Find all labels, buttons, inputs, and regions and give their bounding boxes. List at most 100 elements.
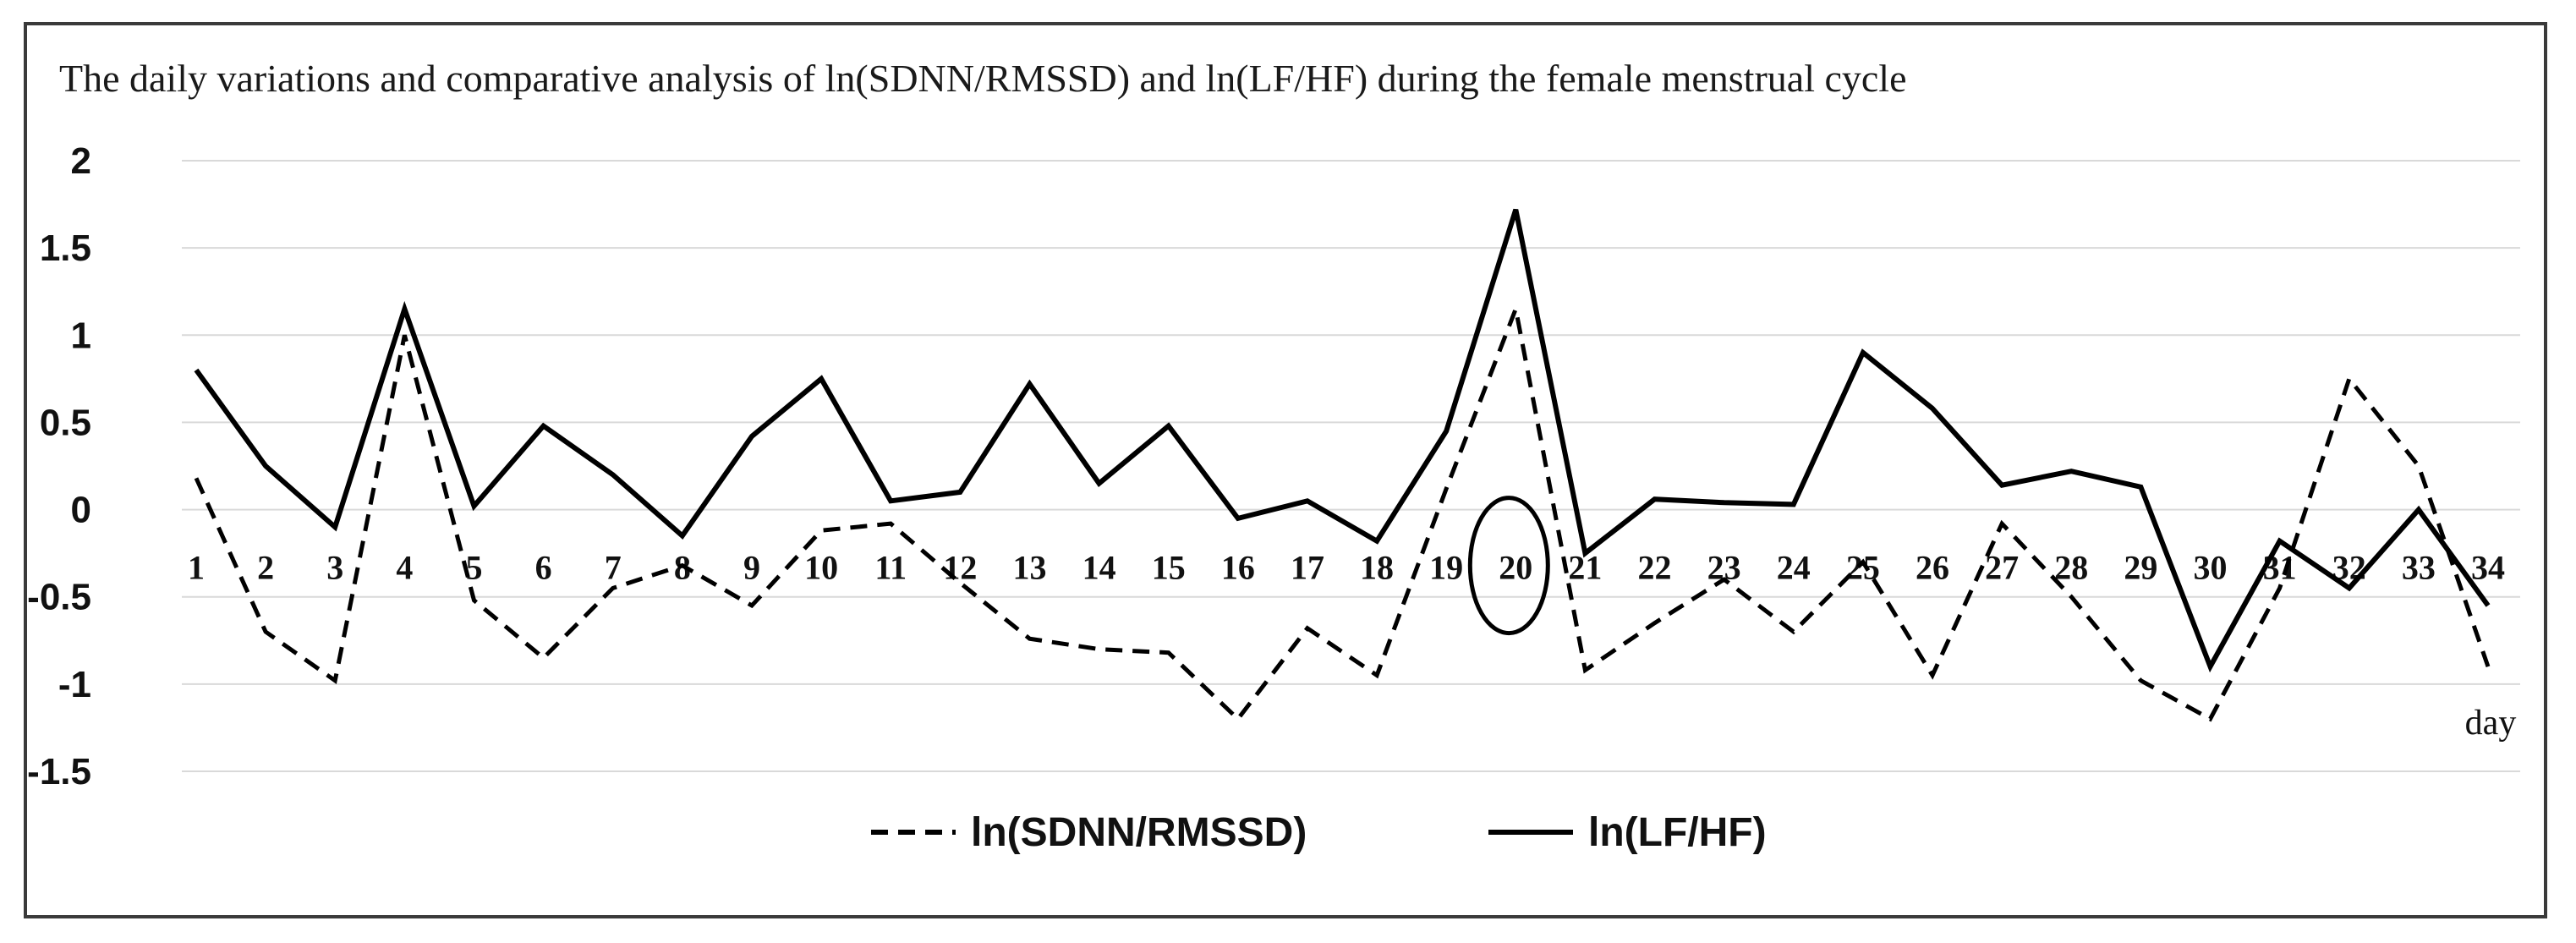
x-tick-label: 19 [1429,549,1463,587]
data-point [959,491,961,493]
data-point [959,582,961,584]
data-point [2487,666,2489,667]
data-point [751,436,753,437]
data-point [2487,605,2489,606]
y-tick-label: 1 [71,315,91,356]
x-tick-label: 22 [1638,549,1672,587]
data-point [1932,675,1933,677]
x-tick-label: 6 [535,549,552,587]
data-point [2140,486,2141,488]
x-tick-label: 11 [874,549,907,587]
x-axis-label: day [2465,704,2517,743]
data-point [1654,498,1656,500]
data-point [1099,649,1100,650]
data-point [543,425,545,427]
data-point [2210,666,2212,667]
data-point [890,500,891,502]
data-point [1028,383,1030,385]
data-point [1793,631,1795,633]
data-point [1724,502,1725,503]
y-tick-label: 2 [71,140,91,182]
data-point [2210,718,2212,720]
data-point [1028,638,1030,639]
data-point [2418,509,2420,511]
x-tick-label: 7 [605,549,622,587]
data-point [1724,578,1725,580]
data-point [543,657,545,659]
data-point [612,587,614,589]
data-point [195,370,197,371]
highlight-ellipse [1467,496,1550,636]
data-point [1307,500,1308,502]
x-tick-label: 12 [943,549,977,587]
legend-label-1: ln(SDNN/RMSSD) [971,810,1307,855]
x-tick-label: 15 [1152,549,1186,587]
chart-frame [24,22,2547,918]
x-tick-label: 27 [1985,549,2019,587]
y-tick-label: 0 [71,490,91,531]
data-point [2070,470,2072,472]
x-tick-label: 31 [2263,549,2297,587]
data-point [403,334,405,336]
x-tick-label: 26 [1916,549,1949,587]
data-point [1376,540,1378,542]
y-tick-label: 1.5 [40,228,91,269]
highlight-marker [1467,496,1550,636]
data-point [195,477,197,479]
y-axis-ticks: 2 1.5 1 0.5 0 -0.5 -1 -1.5 [27,140,91,792]
data-point [1168,425,1170,427]
x-tick-label: 30 [2194,549,2228,587]
x-tick-label: 34 [2471,549,2505,587]
data-point [682,535,683,537]
series-line-2 [194,208,2491,673]
data-point [473,600,474,601]
data-point [820,529,822,531]
x-tick-label: 14 [1082,549,1116,587]
y-tick-label: 0.5 [40,402,91,443]
data-point [334,680,336,682]
x-tick-label: 28 [2054,549,2088,587]
x-tick-label: 9 [743,549,760,587]
data-point [751,605,753,606]
data-point [2140,680,2141,682]
data-point [1515,209,1516,211]
data-point [1307,628,1308,629]
data-point [1654,622,1656,624]
data-point [1445,430,1447,432]
data-point [2279,540,2281,542]
data-point [1584,669,1586,671]
x-tick-label: 20 [1499,549,1532,587]
data-point [2418,465,2420,467]
data-point [2349,378,2350,380]
data-point [1099,483,1100,485]
gridlines [182,160,2520,772]
data-point [473,505,474,507]
data-point [2001,485,2003,486]
y-tick-label: -1 [58,664,91,705]
data-point [1237,518,1239,519]
data-point [2349,587,2350,589]
x-tick-label: 29 [2124,549,2157,587]
data-point [612,474,614,475]
data-point [334,526,336,528]
data-point [1862,352,1864,354]
x-tick-label: 5 [465,549,482,587]
data-point [1862,561,1864,562]
data-point [820,378,822,380]
legend: ln(SDNN/RMSSD) ln(LF/HF) [871,810,1767,855]
x-tick-label: 1 [188,549,205,587]
x-tick-label: 33 [2402,549,2436,587]
x-tick-label: 3 [326,549,343,587]
series-line-1 [194,301,2491,722]
data-point [1793,503,1795,505]
series-lines [194,208,2491,722]
x-tick-label: 4 [396,549,413,587]
data-point [1445,488,1447,490]
data-point [2001,523,2003,524]
data-point [1237,718,1239,720]
data-point [1932,408,1933,409]
x-tick-label: 24 [1777,549,1811,587]
data-point [682,565,683,567]
y-tick-label: -0.5 [27,577,91,618]
data-point [1584,552,1586,554]
